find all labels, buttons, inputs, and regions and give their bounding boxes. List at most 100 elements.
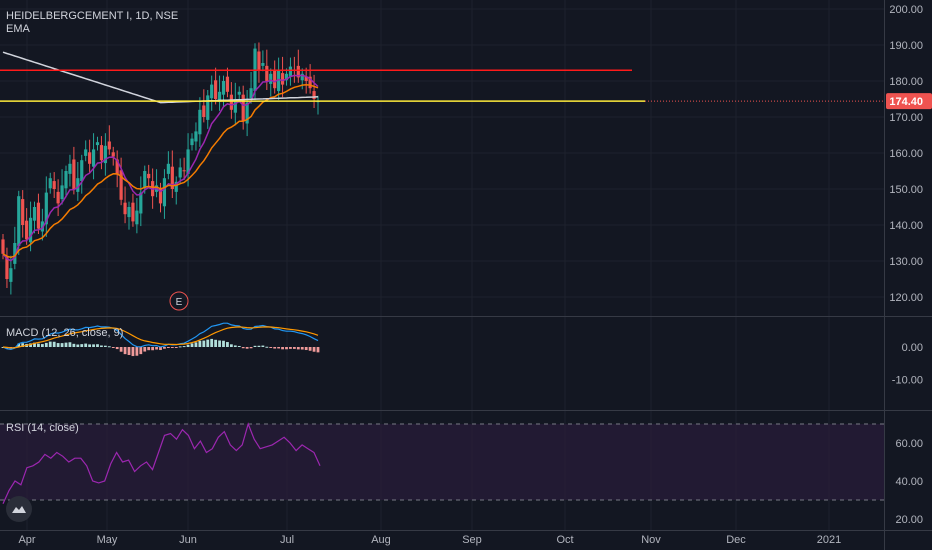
macd-histogram-bar xyxy=(273,347,277,349)
candle-body xyxy=(107,141,111,150)
candle-body xyxy=(237,91,241,95)
macd-histogram-bar xyxy=(48,341,52,347)
candle-body xyxy=(32,207,37,221)
candle-body xyxy=(40,221,44,232)
macd-histogram-bar xyxy=(210,338,214,347)
macd-histogram-bar xyxy=(84,343,88,347)
candle-body xyxy=(225,76,230,92)
macd-histogram-bar xyxy=(127,347,131,355)
macd-histogram-bar xyxy=(17,343,21,347)
candle-body xyxy=(68,163,72,174)
candle-body xyxy=(9,268,13,282)
price-tick-label: 120.00 xyxy=(889,292,923,304)
macd-histogram-bar xyxy=(300,347,304,350)
candle-body xyxy=(52,181,56,189)
macd-histogram-bar xyxy=(143,347,147,352)
candle-body xyxy=(48,178,52,189)
macd-histogram-bar xyxy=(80,344,84,347)
price-tick-label: 180.00 xyxy=(889,76,923,88)
candle-body xyxy=(21,199,25,225)
candle-body xyxy=(186,149,190,174)
time-tick-label: Nov xyxy=(641,534,661,546)
macd-line xyxy=(2,322,319,351)
macd-histogram-bar xyxy=(135,347,139,356)
macd-histogram-bar xyxy=(312,347,316,352)
macd-histogram-bar xyxy=(56,343,60,347)
macd-legend[interactable]: MACD (12, 26, close, 9) xyxy=(6,327,124,339)
macd-histogram-bar xyxy=(269,347,273,348)
macd-histogram-bar xyxy=(111,347,115,348)
candle-body xyxy=(119,170,123,200)
rsi-legend[interactable]: RSI (14, close) xyxy=(6,422,79,434)
candle-body xyxy=(80,160,84,182)
candle-body xyxy=(76,178,80,192)
price-tick-label: 150.00 xyxy=(889,184,923,196)
candle-body xyxy=(273,69,277,89)
symbol-legend[interactable]: HEIDELBERGCEMENT I, 1D, NSE EMA xyxy=(6,10,178,36)
price-tick-label: 160.00 xyxy=(889,148,923,160)
candle-body xyxy=(166,163,170,174)
candle-body xyxy=(217,91,222,102)
macd-histogram-bar xyxy=(170,347,174,348)
macd-histogram-bar xyxy=(198,340,202,347)
macd-histogram-bar xyxy=(249,347,253,349)
macd-histogram-bar xyxy=(245,347,249,349)
ema-indicator-label[interactable]: EMA xyxy=(6,23,30,35)
candle-body xyxy=(84,149,88,156)
candle-body xyxy=(194,131,198,142)
candle-body xyxy=(91,149,96,167)
macd-histogram-bar xyxy=(257,345,261,347)
macd-histogram-bar xyxy=(52,341,56,347)
macd-histogram-bar xyxy=(289,347,292,349)
macd-histogram-bar xyxy=(304,347,308,351)
candle-body xyxy=(103,145,107,164)
candle-body xyxy=(88,152,92,164)
candle-body xyxy=(198,109,202,135)
candle-body xyxy=(139,192,143,214)
macd-histogram-bar xyxy=(44,342,48,347)
macd-histogram-bar xyxy=(29,343,32,347)
macd-histogram-bar xyxy=(178,346,182,348)
macd-histogram-bar xyxy=(222,340,225,347)
macd-histogram-bar xyxy=(265,346,269,348)
macd-histogram-bar xyxy=(76,344,80,347)
macd-histogram-bar xyxy=(155,347,158,350)
tradingview-logo-icon[interactable] xyxy=(6,496,32,522)
rsi-tick-label: 20.00 xyxy=(895,514,923,526)
rsi-line xyxy=(2,422,321,505)
candle-body xyxy=(5,256,9,279)
candle-body xyxy=(269,73,273,84)
macd-histogram-bar xyxy=(123,347,127,355)
candle-body xyxy=(72,159,76,189)
macd-histogram-bar xyxy=(37,343,40,347)
macd-histogram-bar xyxy=(186,344,190,347)
macd-histogram-bar xyxy=(174,347,178,348)
macd-histogram-bar xyxy=(190,343,194,347)
macd-histogram-bar xyxy=(214,339,218,347)
candle-body xyxy=(13,243,17,264)
macd-histogram-bar xyxy=(103,345,107,347)
earnings-marker-label: E xyxy=(176,297,183,308)
candle-body xyxy=(178,167,182,178)
candle-body xyxy=(257,51,261,71)
candle-body xyxy=(131,202,135,222)
macd-histogram-bar xyxy=(241,347,245,349)
candle-body xyxy=(245,102,249,124)
candle-body xyxy=(44,192,48,225)
ema-long-line xyxy=(2,51,319,104)
macd-histogram-bar xyxy=(115,347,119,350)
candle-body xyxy=(95,142,100,146)
candle-body xyxy=(36,202,41,229)
time-tick-label: Oct xyxy=(556,534,573,546)
candle-body xyxy=(64,171,68,189)
candle-body xyxy=(115,159,119,175)
candle-body xyxy=(17,196,21,246)
time-tick-label: Apr xyxy=(18,534,35,546)
macd-histogram-bar xyxy=(21,343,25,347)
candle-body xyxy=(304,76,308,81)
macd-histogram-bar xyxy=(218,340,221,347)
macd-histogram-bar xyxy=(253,345,257,347)
candle-body xyxy=(288,66,293,77)
macd-histogram-bar xyxy=(92,344,95,347)
